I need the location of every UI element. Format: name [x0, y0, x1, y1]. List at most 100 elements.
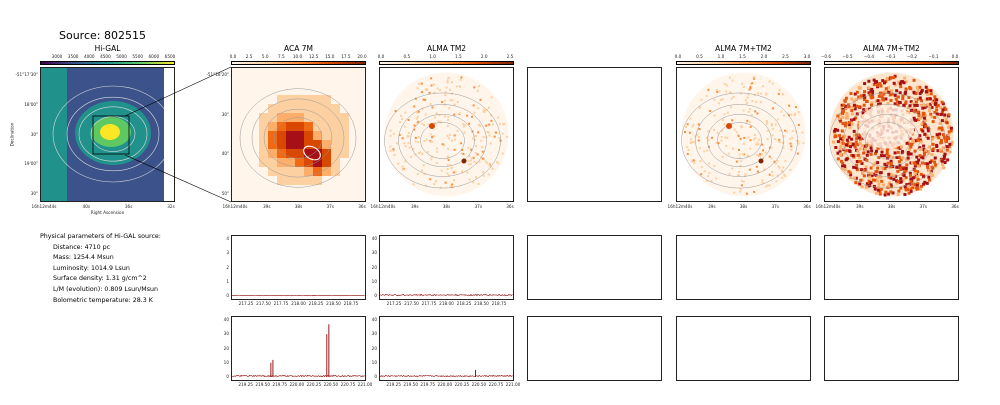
alma-noise: [447, 77, 450, 80]
alma-noise: [858, 133, 862, 137]
alma-noise: [923, 180, 927, 184]
alma-noise: [432, 83, 435, 86]
alma-noise: [698, 147, 701, 150]
aca-contour: [251, 98, 345, 178]
aca-pixel: [304, 104, 313, 113]
alma-noise: [871, 89, 875, 93]
alma-noise: [683, 130, 686, 133]
alma-noise: [748, 110, 751, 113]
aca-pixel: [340, 113, 349, 122]
alma-noise: [836, 157, 840, 161]
higal-contour: [90, 116, 136, 152]
alma-noise: [746, 102, 749, 105]
alma-noise: [888, 93, 892, 97]
alma-noise: [852, 129, 856, 133]
alma-noise: [834, 146, 838, 150]
spectrum-line: [231, 374, 365, 378]
map-xtick-almatm2: 36s: [506, 204, 514, 209]
alma-noise: [759, 153, 762, 156]
spectrum-panel-r1-c1: [379, 316, 514, 381]
colorbar-tick-higal: 3500: [67, 54, 79, 59]
alma-noise: [478, 160, 481, 163]
alma-noise: [713, 114, 716, 117]
alma-noise: [918, 92, 922, 96]
alma-noise: [472, 104, 475, 107]
alma-noise: [729, 91, 732, 94]
map-xtick-higal: 40s: [82, 204, 91, 209]
alma-noise: [763, 168, 766, 171]
alma-noise: [908, 147, 912, 151]
alma-noise: [908, 173, 912, 177]
alma-noise: [425, 138, 428, 141]
alma-noise: [849, 92, 853, 96]
spectrum-xtick-row2-tm2: 219.50: [403, 382, 419, 387]
alma-noise: [505, 135, 508, 138]
alma-noise: [917, 158, 921, 162]
alma-noise: [715, 88, 718, 91]
alma-noise: [451, 183, 454, 186]
alma-noise: [944, 119, 948, 123]
colorbar-tick-almatm2: 1.0: [429, 54, 436, 59]
alma-noise: [907, 95, 911, 99]
alma-contour: [695, 104, 784, 177]
alma-noise: [844, 96, 848, 100]
alma-noise: [707, 88, 710, 91]
alma-noise: [879, 171, 883, 175]
alma-noise: [926, 129, 930, 133]
alma-noise: [910, 142, 914, 146]
alma-noise: [765, 122, 768, 125]
alma-noise: [871, 178, 875, 182]
alma-noise: [857, 105, 861, 109]
alma-noise: [475, 135, 478, 138]
colorbar-tick-higal: 5500: [132, 54, 144, 59]
alma-noise: [862, 151, 866, 155]
alma-noise: [421, 153, 424, 156]
alma-noise: [740, 125, 743, 128]
alma-noise: [416, 115, 419, 118]
alma-noise: [726, 111, 729, 114]
aca-pixel: [277, 113, 286, 122]
alma-contour: [855, 114, 920, 167]
alma-noise: [448, 107, 451, 110]
alma-noise: [925, 133, 929, 137]
alma-noise: [790, 113, 793, 116]
alma-noise: [920, 88, 924, 92]
alma-noise: [449, 164, 452, 167]
alma-noise: [431, 106, 434, 109]
map-xtick-aca7m: 36s: [358, 204, 366, 209]
alma-noise: [723, 123, 726, 126]
alma-noise: [844, 149, 848, 153]
alma-noise: [895, 146, 899, 150]
alma-noise: [741, 82, 744, 85]
alma-noise: [761, 143, 764, 146]
alma-noise: [448, 88, 451, 91]
alma-noise: [947, 125, 951, 129]
alma-noise: [401, 137, 404, 140]
colorbar-tick-alma7mtm2: 3.0: [803, 54, 811, 59]
colorbar-tick-almatm2: 2.5: [506, 54, 514, 59]
alma-noise: [709, 110, 712, 113]
alma-noise: [771, 127, 774, 130]
alma-noise: [429, 178, 432, 181]
alma-noise: [782, 146, 785, 149]
alma-noise: [942, 157, 946, 161]
alma-noise: [723, 113, 726, 116]
alma-noise: [447, 148, 450, 151]
alma-noise: [876, 82, 880, 86]
alma-noise: [697, 123, 700, 126]
alma-noise: [850, 109, 854, 113]
aca-pixel: [331, 122, 340, 131]
alma-noise: [895, 155, 899, 159]
alma-noise: [858, 182, 862, 186]
alma-noise: [834, 134, 838, 138]
spectrum-xtick-row2-aca: 219.75: [272, 382, 288, 387]
alma-noise: [401, 168, 404, 171]
alma-noise: [778, 138, 781, 141]
map-ytick-aca7m: 30": [221, 111, 229, 117]
alma-noise: [416, 87, 419, 90]
alma-noise: [433, 91, 436, 94]
alma-noise: [744, 99, 747, 102]
alma-noise: [918, 147, 922, 151]
colorbar-tick-alma7mtm2b: 0.0: [951, 54, 959, 59]
alma-noise: [897, 156, 901, 160]
